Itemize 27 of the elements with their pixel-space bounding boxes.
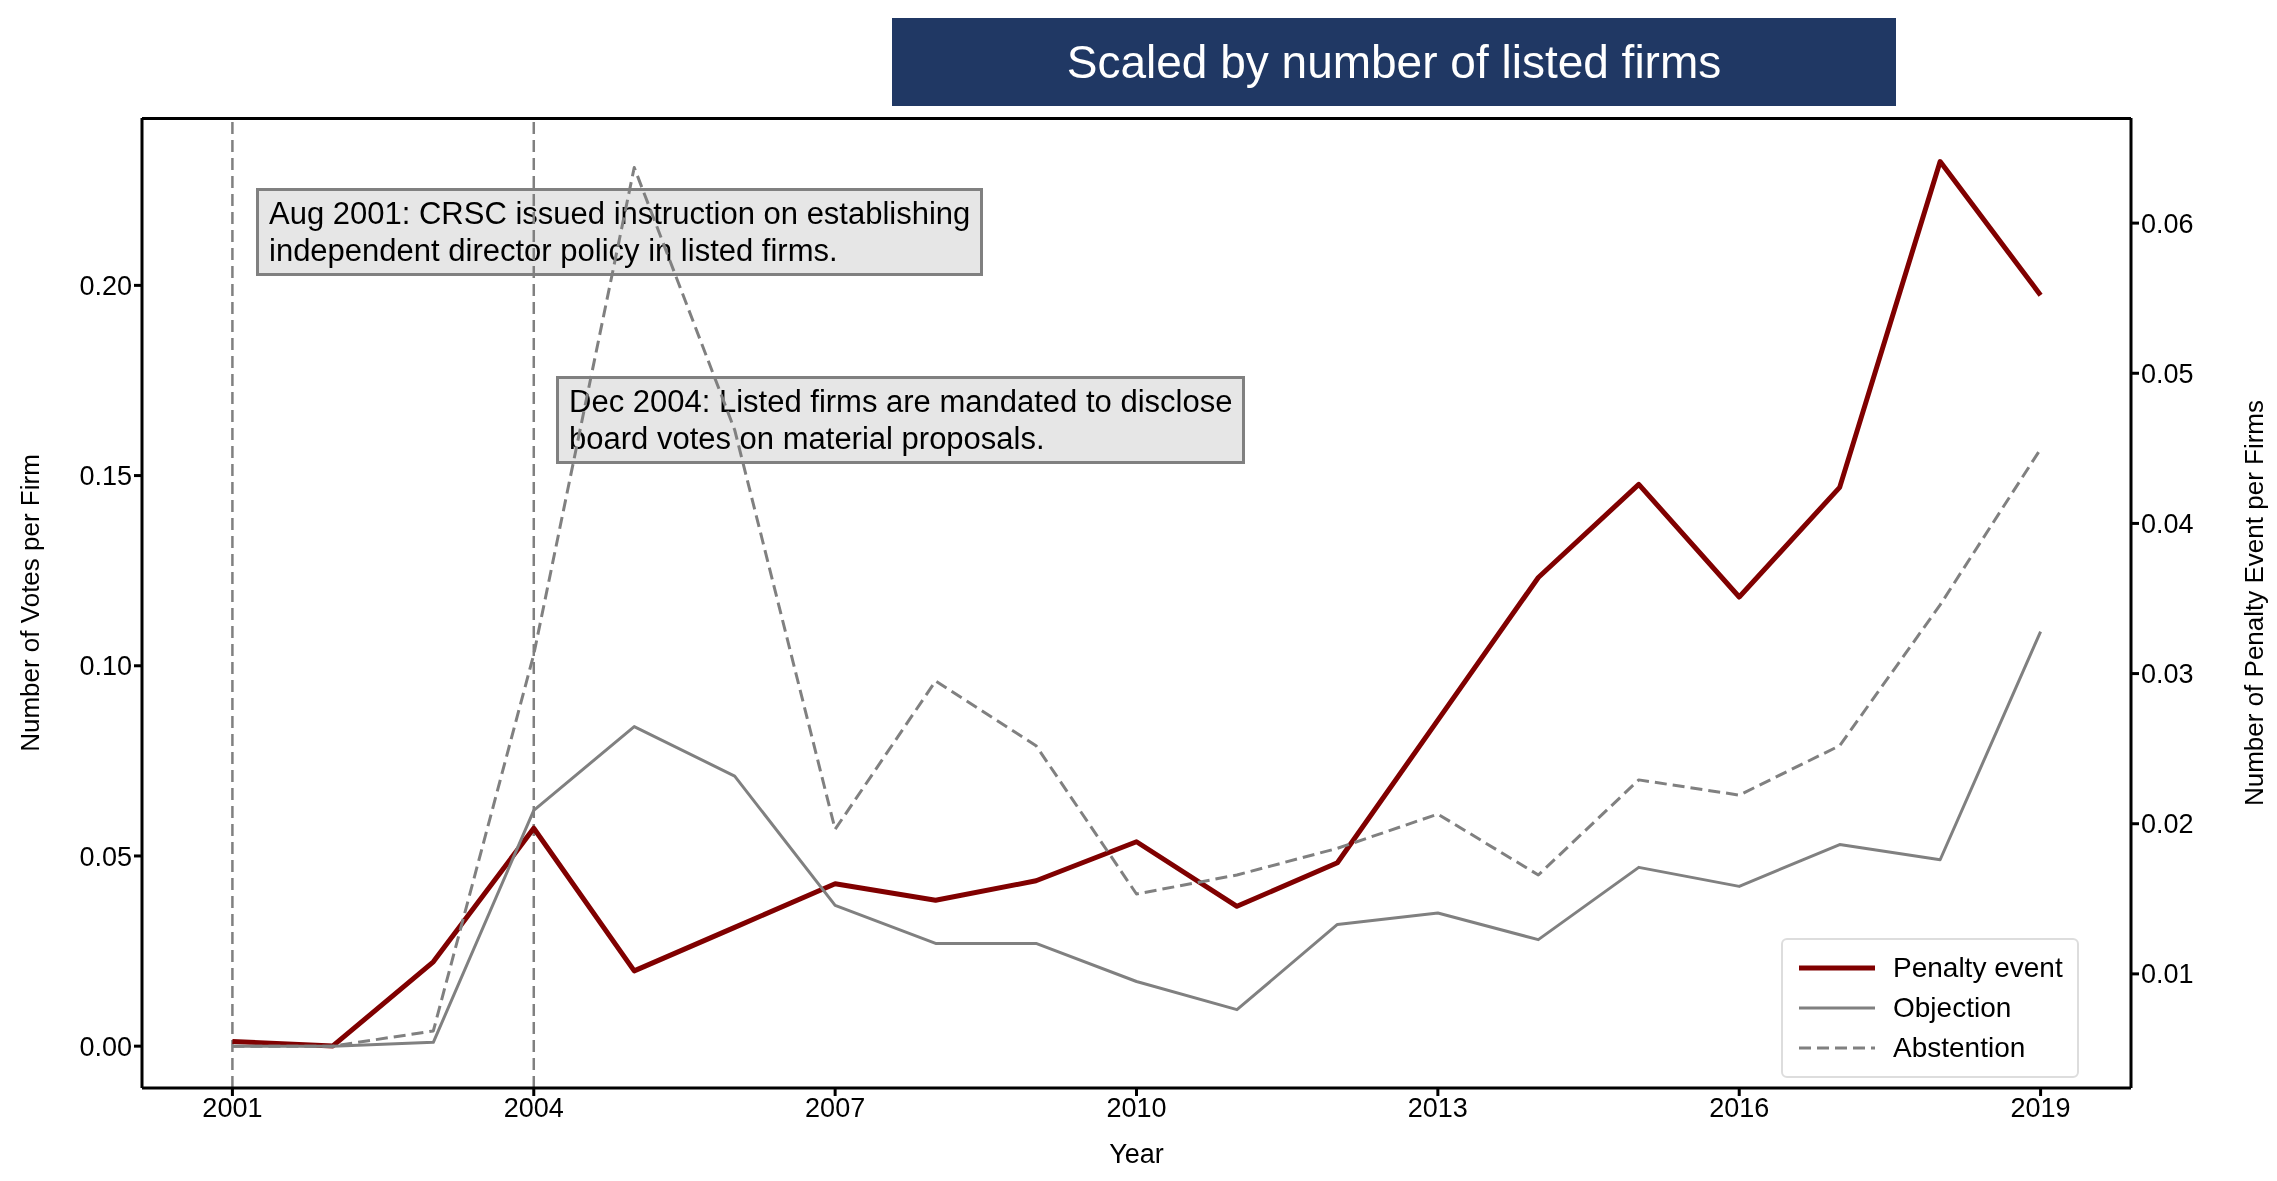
- x-tick-label: 2019: [2010, 1093, 2071, 1124]
- x-tick-label: 2013: [1407, 1093, 1468, 1124]
- y2-tick-label: 0.05: [2141, 358, 2194, 389]
- y-tick-label: 0.05: [79, 841, 132, 872]
- legend-label: Objection: [1893, 992, 2012, 1024]
- y-tick-label: 0.15: [79, 461, 132, 492]
- legend-label: Abstention: [1893, 1032, 2026, 1064]
- y2-tick-label: 0.06: [2141, 208, 2194, 239]
- annotation: Dec 2004: Listed firms are mandated to disclose board votes on material proposals.: [556, 376, 1246, 464]
- x-tick-label: 2016: [1709, 1093, 1770, 1124]
- x-tick-label: 2001: [202, 1093, 263, 1124]
- y2-axis-title: Number of Penalty Event per Firms: [2239, 399, 2270, 807]
- chart-title: Scaled by number of listed firms: [892, 18, 1896, 106]
- x-tick-label: 2004: [503, 1093, 564, 1124]
- y2-tick-label: 0.04: [2141, 509, 2194, 539]
- x-tick-label: 2010: [1106, 1093, 1167, 1124]
- legend-label: Penalty event: [1893, 952, 2063, 984]
- annotation: Aug 2001: CRSC issued instruction on establishing independent director policy in listed firms.: [256, 188, 984, 276]
- y-axis-title: Number of Votes per Firm: [14, 454, 46, 752]
- y2-tick-label: 0.03: [2141, 659, 2194, 690]
- y-tick-label: 0.20: [79, 270, 132, 301]
- y-tick-label: 0.00: [79, 1031, 132, 1062]
- y2-tick-label: 0.02: [2141, 809, 2194, 840]
- x-tick-label: 2007: [805, 1093, 866, 1124]
- x-axis-title: Year: [1109, 1139, 1164, 1169]
- y-tick-label: 0.10: [79, 651, 132, 682]
- y2-tick-label: 0.01: [2141, 959, 2194, 990]
